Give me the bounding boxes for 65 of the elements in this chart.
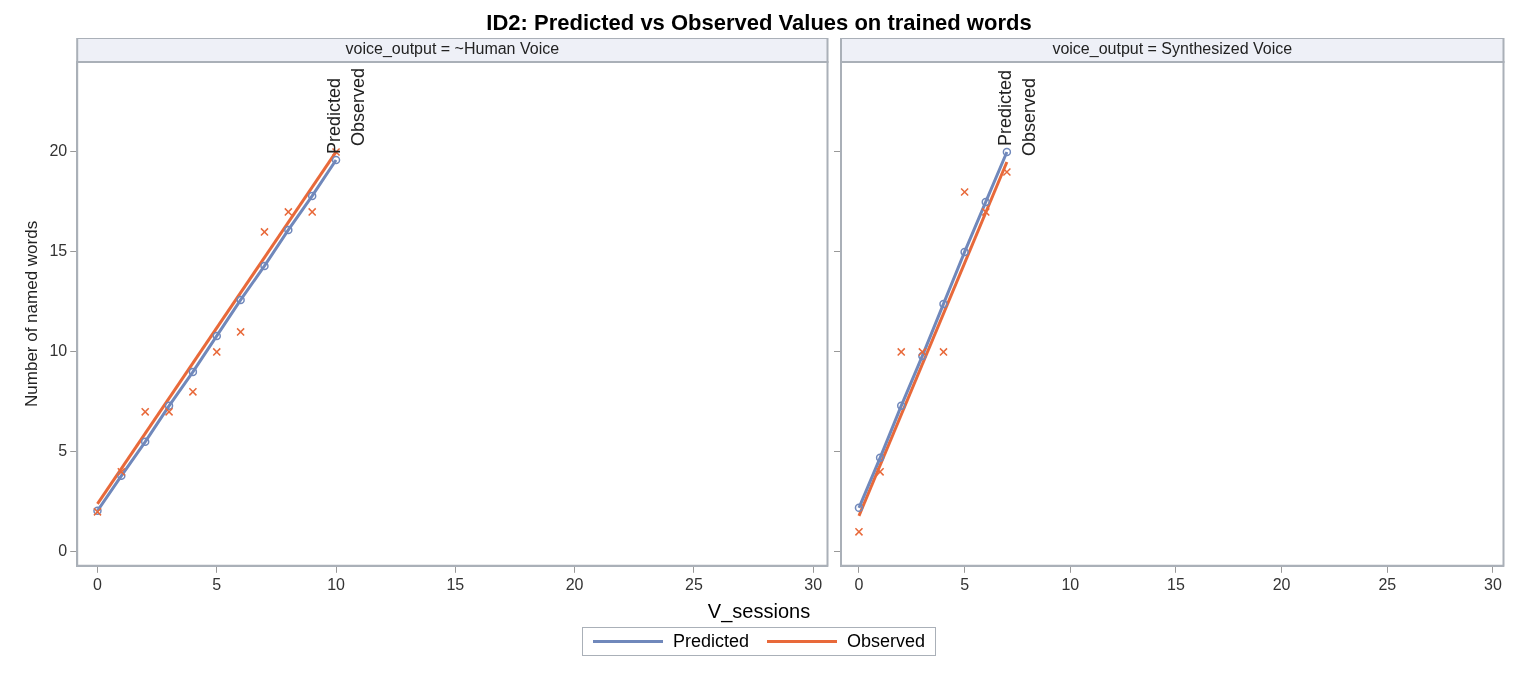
x-axis-title: V_sessions — [706, 600, 812, 623]
point — [896, 347, 906, 357]
point — [331, 155, 341, 165]
point — [284, 207, 293, 217]
chart-subtitle: voice_output = Synthesized Voice — [1052, 40, 1293, 59]
legend-label: Observed — [847, 631, 926, 652]
y-tick-label: 0 — [58, 542, 68, 560]
point — [875, 453, 885, 463]
point — [164, 407, 174, 417]
chart-subtitle: voice_output = ~Human Voice — [345, 40, 560, 59]
x-tick-label: 15 — [446, 575, 465, 593]
x-tick-label: 10 — [1061, 575, 1080, 593]
text: Observed — [348, 67, 369, 146]
point — [981, 197, 991, 207]
x-tick-label: 5 — [212, 575, 222, 593]
x-tick-label: 30 — [1484, 575, 1502, 593]
x-tick-label: 15 — [1167, 575, 1185, 593]
point — [212, 331, 222, 341]
point — [939, 299, 948, 309]
point — [307, 207, 317, 217]
x-tick-label: 30 — [804, 575, 823, 593]
text: Predicted — [994, 69, 1015, 146]
point — [140, 437, 150, 447]
point — [875, 467, 885, 477]
legend-label: Predicted — [672, 631, 749, 652]
x-tick-label: 5 — [960, 575, 970, 593]
point — [854, 527, 864, 537]
x-tick-label: 0 — [93, 575, 103, 593]
x-tick-label: 25 — [1378, 575, 1397, 593]
point — [140, 407, 150, 417]
x-tick-label: 0 — [854, 575, 864, 593]
point — [260, 227, 269, 237]
point — [960, 187, 969, 197]
point — [1002, 147, 1012, 157]
point — [939, 347, 948, 357]
y-tick-label: 5 — [58, 442, 68, 460]
text: Predicted — [324, 77, 345, 154]
point — [117, 467, 126, 477]
text: Observed — [1018, 77, 1039, 156]
point — [307, 191, 317, 201]
y-tick-label: 15 — [49, 242, 68, 260]
point — [212, 347, 222, 357]
point — [260, 261, 269, 271]
x-tick-label: 25 — [685, 575, 703, 593]
point — [981, 207, 991, 217]
point — [236, 295, 245, 305]
point — [918, 351, 927, 361]
point — [117, 471, 126, 481]
point — [1002, 167, 1012, 177]
point — [188, 387, 198, 397]
x-tick-label: 10 — [327, 575, 346, 593]
point — [960, 247, 969, 257]
point — [896, 401, 906, 411]
y-tick-label: 10 — [49, 342, 68, 360]
y-tick-label: 20 — [49, 142, 68, 160]
point — [236, 327, 245, 337]
point — [284, 225, 293, 235]
point — [854, 503, 864, 513]
y-axis-title: Number of named words — [21, 220, 41, 407]
point — [918, 347, 927, 357]
point — [164, 401, 174, 411]
chart-title: ID2: Predicted vs Observed Values on trained words — [485, 9, 1033, 37]
x-tick-label: 20 — [565, 575, 584, 593]
x-tick-label: 20 — [1272, 575, 1291, 593]
point — [188, 367, 198, 377]
